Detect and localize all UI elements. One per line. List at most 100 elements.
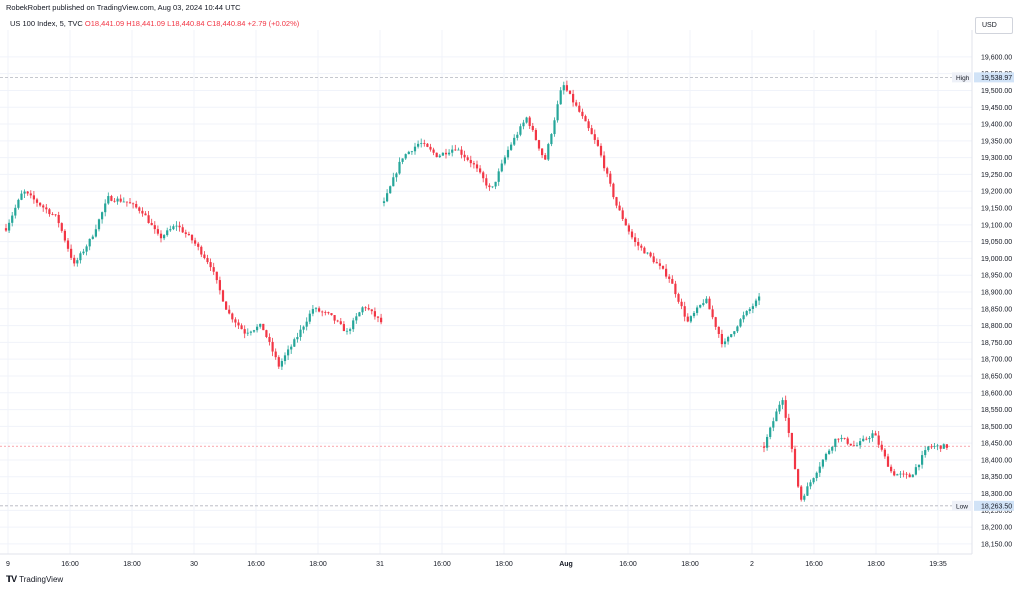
candle-body	[723, 341, 727, 345]
candle-body	[479, 168, 482, 173]
candle-body	[76, 260, 79, 264]
candle-body	[661, 265, 665, 269]
candle-body	[686, 316, 689, 322]
candle-body	[435, 152, 438, 158]
symbol-name: US 100 Index, 5, TVC	[10, 19, 83, 28]
candle-body	[772, 421, 775, 428]
candle-body	[156, 229, 159, 234]
price-tick-label: 19,600.00	[981, 54, 1012, 61]
price-tick-label: 18,900.00	[981, 290, 1012, 297]
candle-body	[855, 445, 859, 447]
candle-body	[646, 252, 649, 254]
candle-body	[54, 214, 57, 216]
candle-body	[871, 433, 874, 438]
candle-body	[491, 186, 494, 188]
candle-body	[637, 242, 640, 246]
grid-lines	[0, 30, 972, 554]
candle-body	[404, 154, 407, 159]
candle-body	[181, 227, 184, 233]
candle-body	[800, 486, 803, 500]
candle-body	[837, 438, 840, 440]
time-axis: 9 16:00 18:00 30 16:00 18:00 31 16:00 18:00 Aug 16…	[6, 561, 947, 568]
candle-body	[169, 229, 172, 231]
candle-body	[240, 325, 243, 330]
candle-body	[683, 306, 686, 317]
candle-body	[733, 331, 736, 335]
candle-body	[556, 104, 559, 121]
candle-body	[852, 445, 855, 447]
candle-body	[311, 309, 314, 314]
candle-body	[246, 332, 249, 334]
candle-body	[407, 151, 410, 155]
candle-body	[265, 330, 268, 337]
candle-body	[376, 316, 380, 318]
candle-body	[51, 214, 54, 215]
candle-body	[921, 455, 924, 465]
price-tick-label: 18,300.00	[981, 491, 1012, 498]
currency-selector[interactable]: USD	[975, 17, 1013, 34]
candle-body	[905, 473, 908, 475]
time-tick-label: 31	[376, 561, 384, 568]
candle-body	[321, 311, 324, 313]
candle-body	[781, 400, 784, 405]
candle-body	[939, 445, 942, 449]
candle-body	[88, 238, 91, 247]
candle-body	[318, 308, 321, 312]
candle-body	[933, 446, 936, 447]
candle-body	[708, 298, 711, 310]
candle-body	[333, 315, 336, 321]
candle-body	[896, 474, 899, 476]
candle-body	[327, 312, 330, 314]
candle-body	[26, 191, 29, 194]
candle-body	[382, 201, 386, 203]
candle-body	[302, 326, 305, 330]
candle-body	[454, 149, 457, 151]
candle-body	[630, 231, 634, 238]
time-tick-label: 9	[6, 561, 10, 568]
time-tick-label: 18:00	[681, 561, 699, 568]
candle-body	[942, 444, 945, 449]
candle-body	[736, 326, 739, 332]
candle-body	[544, 155, 547, 160]
candle-body	[924, 450, 927, 456]
candle-body	[621, 210, 624, 220]
price-tick-label: 19,250.00	[981, 172, 1012, 179]
candle-body	[237, 322, 240, 326]
candle-body	[32, 195, 35, 200]
symbol-legend[interactable]: US 100 Index, 5, TVC O18,441.09 H18,441.…	[10, 19, 299, 28]
candle-body	[107, 196, 110, 204]
price-axis: 19,600.0019,550.0019,500.0019,450.0019,4…	[981, 54, 1012, 548]
candle-body	[293, 339, 296, 347]
candle-body	[482, 172, 485, 179]
candle-body	[361, 307, 364, 313]
candle-body	[775, 411, 778, 422]
candle-body	[324, 312, 327, 313]
candle-body	[599, 145, 603, 156]
candle-body	[60, 223, 63, 231]
price-tick-label: 18,600.00	[981, 390, 1012, 397]
candle-body	[828, 450, 831, 454]
candle-body	[911, 474, 914, 478]
low-value-bg	[974, 500, 1014, 511]
candle-body	[834, 438, 837, 447]
low-tag-label: Low	[956, 503, 968, 510]
price-tick-label: 19,350.00	[981, 138, 1012, 145]
candle-body	[380, 317, 383, 323]
candle-body	[754, 300, 758, 307]
candle-body	[401, 158, 404, 162]
candle-body	[70, 248, 73, 258]
candle-body	[29, 193, 32, 196]
candle-body	[426, 143, 429, 147]
price-tick-label: 18,350.00	[981, 474, 1012, 481]
candle-body	[23, 191, 26, 194]
candle-body	[389, 186, 392, 194]
price-tick-label: 19,500.00	[981, 88, 1012, 95]
candle-body	[373, 311, 376, 317]
high-tag-bg	[952, 72, 973, 83]
candle-body	[485, 178, 488, 186]
candle-body	[277, 357, 280, 367]
candle-body	[590, 128, 593, 135]
candle-body	[559, 90, 562, 105]
candle-body	[550, 134, 553, 145]
